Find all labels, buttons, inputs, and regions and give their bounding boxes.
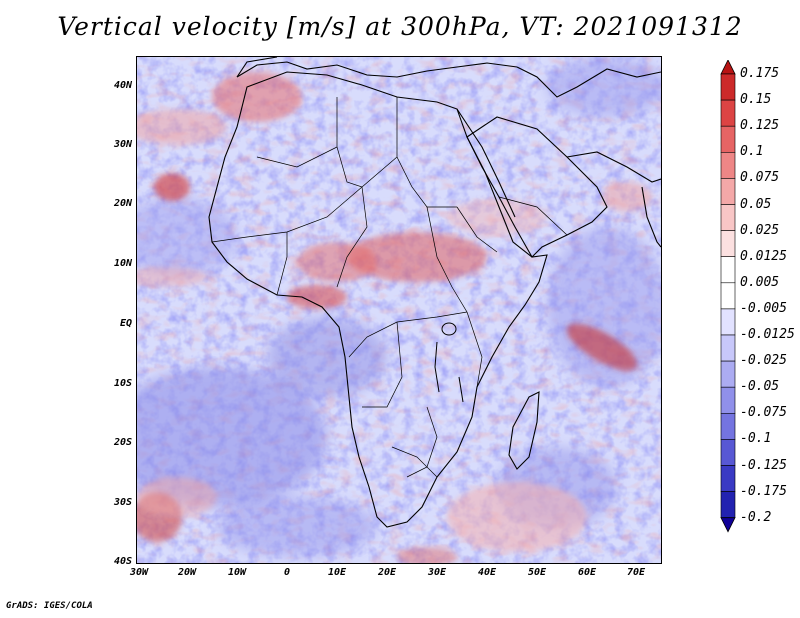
colorbar — [720, 60, 736, 533]
colorbar-label: -0.0125 — [740, 327, 795, 342]
map-title: Vertical velocity [m/s] at 300hPa, VT: 2… — [57, 12, 743, 41]
colorbar-box — [720, 152, 736, 179]
colorbar-label: -0.2 — [740, 509, 772, 525]
colorbar-box — [720, 491, 736, 519]
colorbar-label: -0.175 — [740, 483, 787, 499]
lon-label-30e: 30E — [427, 567, 447, 578]
colorbar-label: -0.005 — [740, 300, 787, 316]
map-plot-area — [136, 56, 662, 564]
colorbar-box — [720, 334, 736, 362]
colorbar-label: 0.05 — [740, 196, 772, 212]
colorbar-box — [720, 99, 736, 127]
lat-label-10n: 10N — [113, 258, 132, 269]
lon-label-20w: 20W — [177, 567, 197, 578]
country-borders — [211, 97, 568, 478]
lon-label-10e: 10E — [327, 567, 347, 578]
colorbar-box — [720, 256, 736, 284]
lon-label-70e: 70E — [626, 567, 646, 578]
ascent-regions — [137, 72, 652, 563]
colorbar-label: -0.075 — [740, 405, 787, 421]
colorbar-box — [720, 386, 736, 414]
lat-label-40s: 40S — [113, 556, 132, 567]
lon-label-60e: 60E — [577, 567, 597, 578]
colorbar-box — [720, 282, 736, 310]
colorbar-box — [720, 412, 736, 440]
lon-label-20e: 20E — [377, 567, 397, 578]
lat-label-10s: 10S — [113, 378, 132, 389]
colorbar-label: -0.025 — [740, 353, 787, 369]
colorbar-box — [720, 465, 736, 492]
coastlines — [208, 57, 661, 528]
colorbar-label: -0.125 — [740, 457, 787, 473]
colorbar-box — [720, 308, 736, 336]
colorbar-label: 0.15 — [740, 92, 772, 108]
colorbar-box — [720, 439, 736, 466]
lat-label-20s: 20S — [113, 437, 132, 448]
lat-label-20n: 20N — [113, 198, 132, 209]
colorbar-label: 0.175 — [740, 66, 780, 81]
colorbar-label: 0.0125 — [740, 248, 787, 264]
lat-label-30s: 30S — [113, 497, 132, 508]
vertical-velocity-field — [137, 57, 661, 563]
colorbar-label: 0.075 — [740, 170, 780, 186]
lon-label-50e: 50E — [527, 567, 547, 578]
colorbar-label: 0.1 — [740, 144, 764, 160]
colorbar-box — [720, 178, 736, 205]
lon-label-40e: 40E — [477, 567, 497, 578]
lon-label-0: 0 — [283, 567, 291, 578]
colorbar-label: 0.125 — [740, 118, 780, 134]
colorbar-bottom-arrow — [720, 517, 736, 533]
colorbar-label: -0.05 — [740, 379, 780, 395]
lakes — [434, 322, 464, 403]
colorbar-label: 0.025 — [740, 222, 780, 238]
lat-label-30n: 30N — [113, 139, 132, 150]
footer-credit: GrADS: IGES/COLA — [6, 601, 93, 611]
lon-label-30w: 30W — [129, 567, 149, 578]
colorbar-label: -0.1 — [740, 431, 772, 447]
lon-label-10w: 10W — [227, 567, 247, 578]
colorbar-box — [720, 125, 736, 153]
colorbar-top-arrow — [720, 60, 736, 75]
colorbar-box — [720, 360, 736, 388]
colorbar-box — [720, 204, 736, 231]
lat-label-eq: EQ — [119, 318, 132, 329]
subsidence-regions — [137, 57, 661, 557]
lat-label-40n: 40N — [113, 80, 132, 91]
colorbar-box — [720, 230, 736, 258]
colorbar-label: 0.005 — [740, 274, 780, 290]
colorbar-box — [720, 73, 736, 101]
